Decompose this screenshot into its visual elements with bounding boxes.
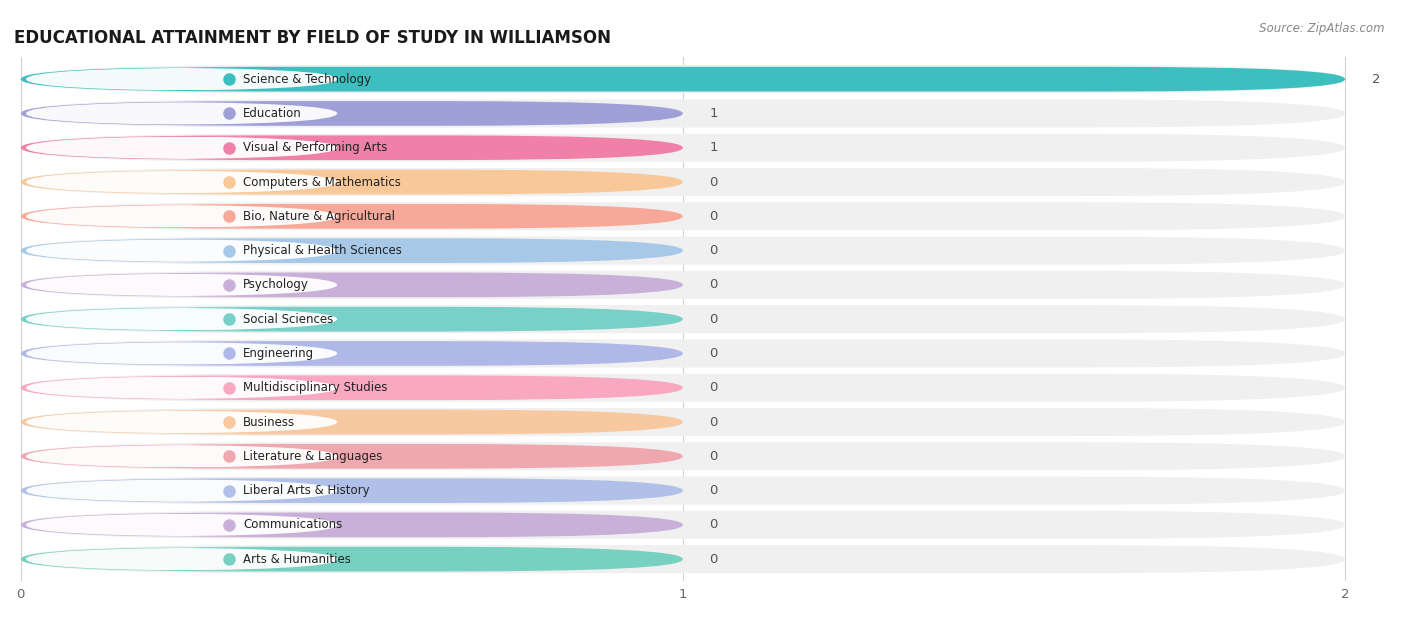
- Text: 1: 1: [710, 141, 718, 154]
- Text: Bio, Nature & Agricultural: Bio, Nature & Agricultural: [243, 210, 395, 223]
- FancyBboxPatch shape: [21, 135, 683, 160]
- Text: Liberal Arts & History: Liberal Arts & History: [243, 484, 370, 497]
- FancyBboxPatch shape: [25, 136, 337, 159]
- FancyBboxPatch shape: [25, 547, 337, 571]
- Text: Multidisciplinary Studies: Multidisciplinary Studies: [243, 381, 388, 394]
- FancyBboxPatch shape: [21, 341, 683, 366]
- Text: Communications: Communications: [243, 518, 343, 532]
- FancyBboxPatch shape: [21, 202, 1346, 230]
- Text: Computers & Mathematics: Computers & Mathematics: [243, 176, 401, 188]
- FancyBboxPatch shape: [21, 339, 1346, 367]
- FancyBboxPatch shape: [25, 410, 337, 434]
- Text: Arts & Humanities: Arts & Humanities: [243, 552, 352, 566]
- FancyBboxPatch shape: [21, 478, 683, 503]
- FancyBboxPatch shape: [21, 477, 1346, 504]
- Text: 0: 0: [710, 518, 718, 532]
- Text: 0: 0: [710, 176, 718, 188]
- FancyBboxPatch shape: [25, 376, 337, 399]
- FancyBboxPatch shape: [21, 513, 683, 537]
- Text: Engineering: Engineering: [243, 347, 315, 360]
- FancyBboxPatch shape: [25, 171, 337, 193]
- FancyBboxPatch shape: [21, 511, 1346, 539]
- FancyBboxPatch shape: [21, 236, 1346, 265]
- FancyBboxPatch shape: [21, 65, 1346, 94]
- FancyBboxPatch shape: [21, 307, 683, 332]
- FancyBboxPatch shape: [25, 102, 337, 125]
- FancyBboxPatch shape: [25, 68, 337, 91]
- FancyBboxPatch shape: [25, 205, 337, 228]
- FancyBboxPatch shape: [21, 271, 1346, 299]
- FancyBboxPatch shape: [21, 410, 683, 434]
- FancyBboxPatch shape: [21, 134, 1346, 162]
- Text: 0: 0: [710, 450, 718, 463]
- Text: EDUCATIONAL ATTAINMENT BY FIELD OF STUDY IN WILLIAMSON: EDUCATIONAL ATTAINMENT BY FIELD OF STUDY…: [14, 29, 612, 47]
- FancyBboxPatch shape: [21, 442, 1346, 470]
- Text: 0: 0: [710, 415, 718, 428]
- Text: Source: ZipAtlas.com: Source: ZipAtlas.com: [1260, 22, 1385, 35]
- Text: 0: 0: [710, 244, 718, 257]
- FancyBboxPatch shape: [25, 479, 337, 502]
- Text: 0: 0: [710, 484, 718, 497]
- Text: 0: 0: [710, 381, 718, 394]
- FancyBboxPatch shape: [25, 308, 337, 331]
- FancyBboxPatch shape: [25, 342, 337, 365]
- Text: 0: 0: [710, 552, 718, 566]
- FancyBboxPatch shape: [21, 408, 1346, 436]
- Text: Psychology: Psychology: [243, 278, 309, 291]
- Text: 2: 2: [1372, 73, 1381, 86]
- Text: Physical & Health Sciences: Physical & Health Sciences: [243, 244, 402, 257]
- FancyBboxPatch shape: [21, 375, 683, 400]
- FancyBboxPatch shape: [21, 101, 683, 126]
- FancyBboxPatch shape: [21, 272, 683, 297]
- FancyBboxPatch shape: [21, 99, 1346, 128]
- Text: Business: Business: [243, 415, 295, 428]
- FancyBboxPatch shape: [21, 204, 683, 229]
- FancyBboxPatch shape: [25, 445, 337, 468]
- Text: Visual & Performing Arts: Visual & Performing Arts: [243, 141, 388, 154]
- FancyBboxPatch shape: [25, 273, 337, 296]
- Text: 0: 0: [710, 210, 718, 223]
- FancyBboxPatch shape: [25, 239, 337, 262]
- Text: Education: Education: [243, 107, 302, 120]
- Text: 0: 0: [710, 347, 718, 360]
- FancyBboxPatch shape: [21, 305, 1346, 333]
- Text: Literature & Languages: Literature & Languages: [243, 450, 382, 463]
- FancyBboxPatch shape: [21, 444, 683, 469]
- FancyBboxPatch shape: [21, 547, 683, 571]
- FancyBboxPatch shape: [21, 67, 1346, 92]
- Text: 0: 0: [710, 278, 718, 291]
- FancyBboxPatch shape: [21, 168, 1346, 196]
- FancyBboxPatch shape: [25, 513, 337, 537]
- Text: 1: 1: [710, 107, 718, 120]
- FancyBboxPatch shape: [21, 374, 1346, 402]
- FancyBboxPatch shape: [21, 169, 683, 195]
- Text: Social Sciences: Social Sciences: [243, 313, 333, 325]
- Text: Science & Technology: Science & Technology: [243, 73, 371, 86]
- FancyBboxPatch shape: [21, 238, 683, 263]
- Text: 0: 0: [710, 313, 718, 325]
- FancyBboxPatch shape: [21, 545, 1346, 573]
